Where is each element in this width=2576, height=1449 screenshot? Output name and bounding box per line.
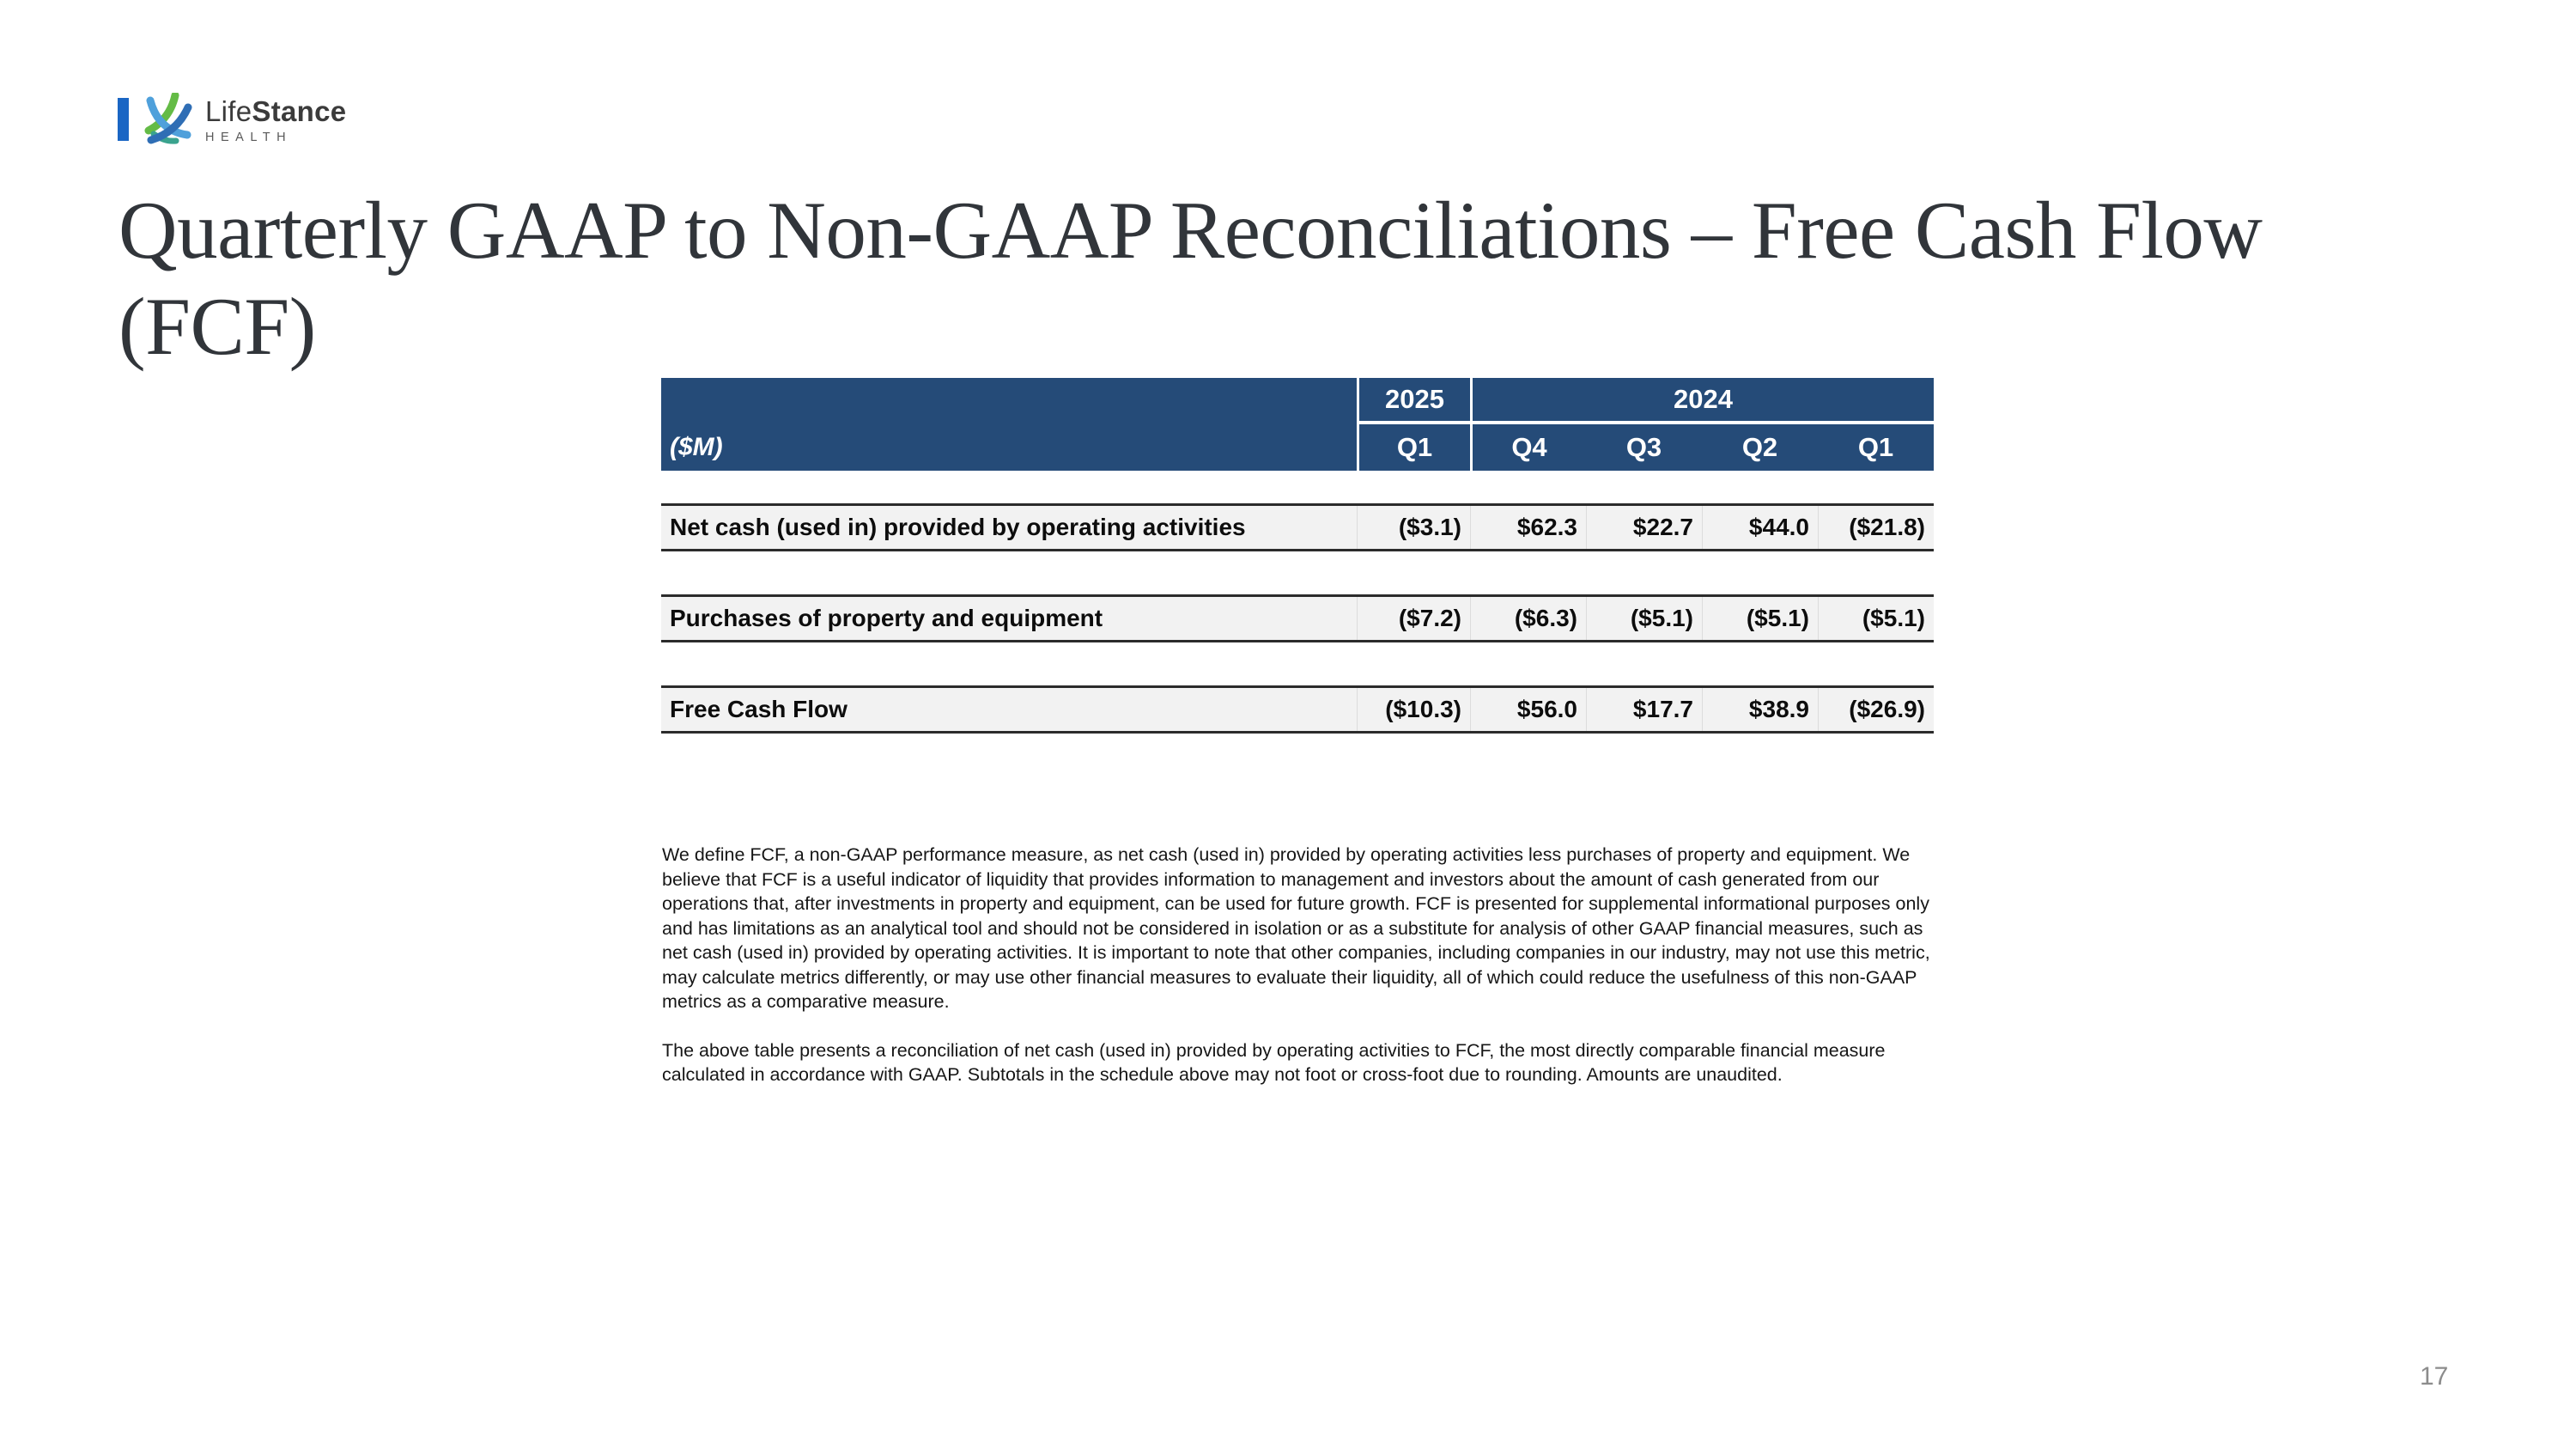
page-title-line2: (FCF)	[118, 281, 316, 372]
page-number: 17	[2420, 1362, 2449, 1391]
footnote-paragraph-2: The above table presents a reconciliatio…	[662, 1039, 1886, 1086]
page-title: Quarterly GAAP to Non-GAAP Reconciliatio…	[118, 182, 2514, 374]
brand-name-regular: Life	[205, 95, 252, 127]
year-header-2024: 2024	[1470, 378, 1934, 424]
quarter-header-2024-q4: Q4	[1470, 424, 1586, 471]
row-label: Purchases of property and equipment	[670, 605, 1103, 631]
footnote-paragraph-1: We define FCF, a non-GAAP performance me…	[662, 844, 1930, 1012]
row-value-2024-q2: ($5.1)	[1702, 597, 1818, 640]
fcf-table-header: ($M) 2025 2024 Q1 Q4 Q3 Q2 Q1	[661, 378, 1934, 471]
lifestance-logo-icon	[144, 93, 192, 144]
row-value-2024-q1: ($21.8)	[1818, 506, 1934, 549]
row-label: Free Cash Flow	[670, 696, 848, 722]
quarter-header-2024-q2: Q2	[1741, 432, 1778, 462]
row-value-2024-q4: ($6.3)	[1470, 597, 1586, 640]
row-value-2024-q2: $38.9	[1702, 688, 1818, 731]
table-row-free-cash-flow: Free Cash Flow ($10.3) $56.0 $17.7 $38.9…	[661, 685, 1934, 734]
brand-name-bold: Stance	[252, 95, 347, 127]
year-header-2025: 2025	[1357, 378, 1470, 424]
quarter-header-2024-q3: Q3	[1625, 432, 1662, 462]
row-value-2024-q1: ($5.1)	[1818, 597, 1934, 640]
row-value-2024-q3: $22.7	[1586, 506, 1702, 549]
page-title-line1: Quarterly GAAP to Non-GAAP Reconciliatio…	[118, 185, 2263, 276]
unit-label: ($M)	[670, 433, 723, 461]
row-label: Net cash (used in) provided by operating…	[670, 514, 1246, 540]
row-value-2024-q4: $62.3	[1470, 506, 1586, 549]
brand-subtitle: HEALTH	[205, 130, 293, 144]
brand-name: LifeStance	[205, 95, 347, 127]
row-value-2025-q1: ($7.2)	[1357, 597, 1470, 640]
row-value-2024-q3: ($5.1)	[1586, 597, 1702, 640]
logo-text: LifeStance HEALTH	[205, 95, 347, 144]
table-row-operating-activities: Net cash (used in) provided by operating…	[661, 503, 1934, 551]
row-value-2024-q2: $44.0	[1702, 506, 1818, 549]
quarter-header-2025-q1: Q1	[1357, 424, 1470, 471]
logo: LifeStance HEALTH	[118, 93, 346, 146]
logo-accent-bar	[118, 98, 129, 141]
row-value-2025-q1: ($3.1)	[1357, 506, 1470, 549]
row-value-2024-q4: $56.0	[1470, 688, 1586, 731]
row-value-2024-q1: ($26.9)	[1818, 688, 1934, 731]
table-row-property-equipment: Purchases of property and equipment ($7.…	[661, 594, 1934, 642]
row-value-2024-q3: $17.7	[1586, 688, 1702, 731]
footnotes: We define FCF, a non-GAAP performance me…	[662, 843, 1940, 1087]
row-value-2025-q1: ($10.3)	[1357, 688, 1470, 731]
quarter-header-2024-q1: Q1	[1857, 432, 1894, 462]
